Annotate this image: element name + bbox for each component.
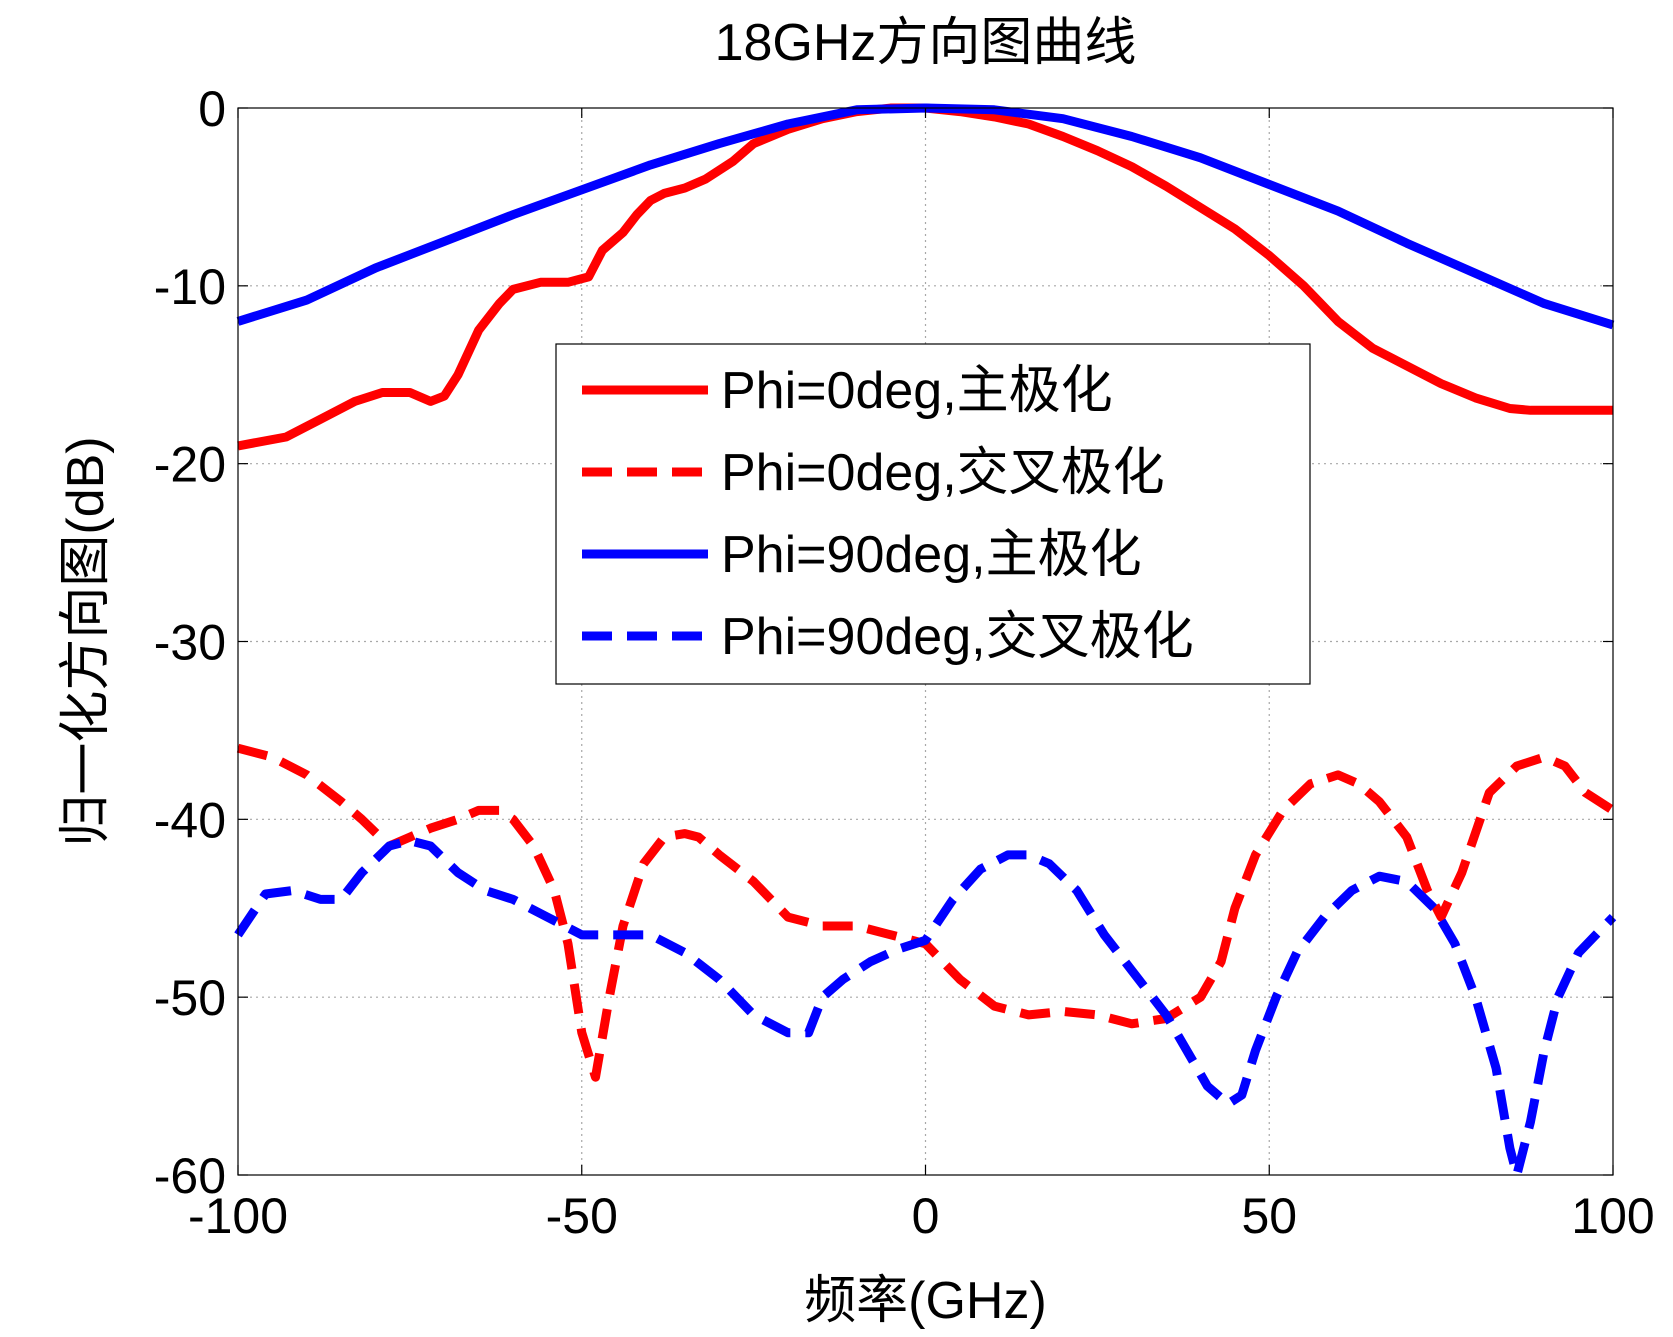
- legend-entry-label: Phi=0deg,交叉极化: [721, 444, 1165, 502]
- legend-entry-label: Phi=90deg,主极化: [721, 526, 1142, 584]
- legend: Phi=0deg,主极化 Phi=0deg,交叉极化 Phi=90deg,主极化 Ph…: [555, 343, 1311, 685]
- x-axis-label: 频率(GHz): [804, 1272, 1047, 1330]
- series-line-cross-pol-phi90: [234, 836, 1617, 1180]
- x-tick-label: 100: [1571, 1188, 1654, 1244]
- y-tick-label: -20: [154, 437, 226, 493]
- y-axis-label: 归一化方向图(dB): [57, 436, 115, 846]
- legend-entry-label: Phi=0deg,主极化: [721, 362, 1113, 420]
- x-tick-label: 0: [912, 1188, 940, 1244]
- y-tick-label: 0: [198, 81, 226, 137]
- x-tick-label: -100: [188, 1188, 288, 1244]
- y-tick-label: -50: [154, 970, 226, 1026]
- y-tick-label: -30: [154, 615, 226, 671]
- chart-title: 18GHz方向图曲线: [715, 14, 1137, 72]
- y-tick-label: -40: [154, 792, 226, 848]
- x-tick-label: 50: [1241, 1188, 1297, 1244]
- legend-entry-label: Phi=90deg,交叉极化: [721, 608, 1194, 666]
- y-tick-label: -60: [154, 1148, 226, 1204]
- y-tick-label: -10: [154, 259, 226, 315]
- grid: [238, 108, 1613, 1175]
- series-line-cross-pol-phi0: [236, 743, 1616, 1082]
- series-group: [234, 103, 1617, 1180]
- axis-ticks: -100 -50 0 50 100 0 -10 -20 -30 -40 -50 -60: [154, 81, 1655, 1244]
- legend-box: [555, 343, 1311, 685]
- x-tick-label: -50: [546, 1188, 618, 1244]
